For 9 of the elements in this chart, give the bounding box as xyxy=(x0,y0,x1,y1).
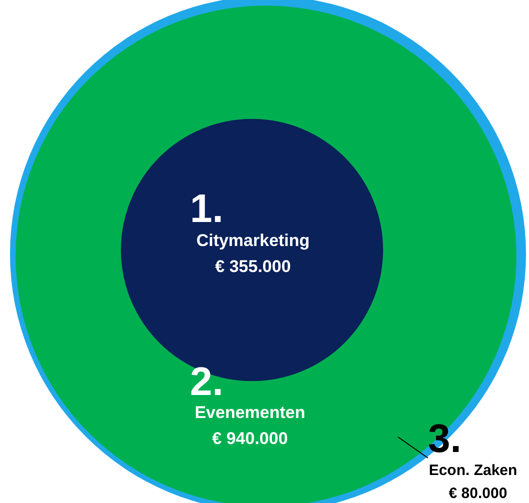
data-label: € 940.000 xyxy=(212,429,288,448)
data-label: € 355.000 xyxy=(215,257,291,276)
text: 3. xyxy=(428,417,462,461)
category-label: Econ. Zaken xyxy=(428,462,518,479)
text: 1. xyxy=(190,187,224,231)
data-label: € 80.000 xyxy=(448,485,508,502)
category-label: Citymarketing xyxy=(196,231,310,250)
text: 2. xyxy=(190,360,224,404)
category-label: Evenementen xyxy=(194,403,306,422)
